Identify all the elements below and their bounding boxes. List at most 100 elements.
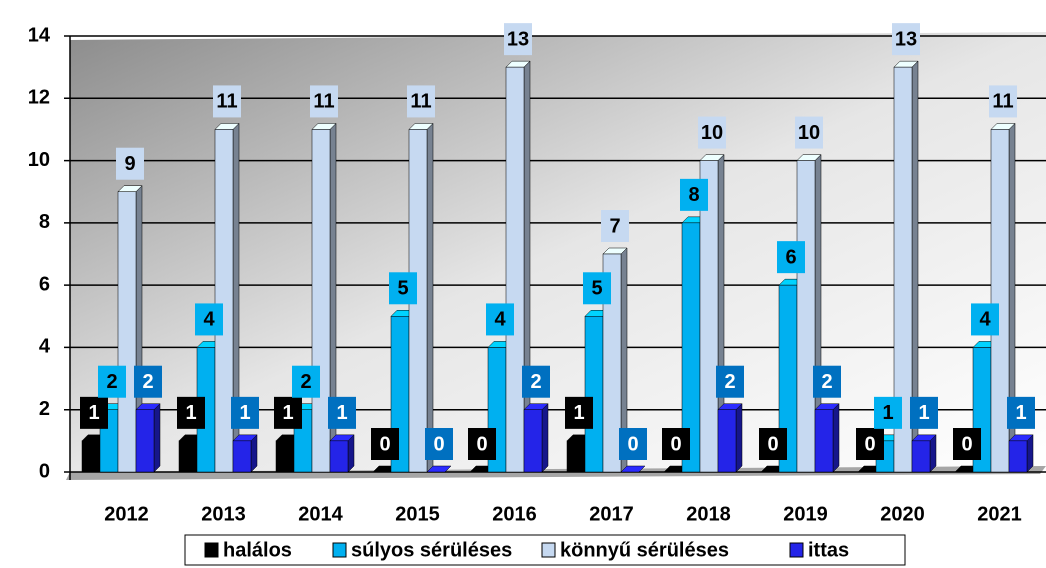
data-label: 8	[688, 184, 699, 206]
data-label: 1	[88, 402, 99, 424]
data-label-box	[680, 178, 708, 211]
x-tick-label: 2013	[201, 503, 246, 525]
data-label: 2	[724, 371, 735, 393]
bar-side	[735, 403, 743, 473]
bar	[178, 440, 198, 473]
bar	[117, 191, 137, 473]
bar	[135, 409, 155, 473]
data-label-box	[777, 241, 805, 274]
data-label: 0	[476, 433, 487, 455]
data-label: 5	[397, 278, 408, 300]
data-label: 2	[142, 371, 153, 393]
bar-side	[1026, 434, 1034, 473]
data-label-box	[80, 396, 108, 429]
data-label: 1	[282, 402, 293, 424]
data-label-box	[116, 147, 144, 180]
y-tick-label: 2	[39, 398, 50, 420]
data-label: 0	[767, 433, 778, 455]
bar-top	[620, 465, 646, 473]
data-label-box	[292, 365, 320, 398]
data-label-box	[795, 116, 823, 149]
y-tick-label: 12	[28, 87, 50, 109]
data-label-box	[468, 428, 496, 460]
bar-side	[347, 434, 355, 473]
data-label: 0	[670, 433, 681, 455]
legend-swatch	[541, 542, 556, 558]
bar-side	[153, 403, 161, 473]
data-label-box	[601, 210, 629, 242]
data-label-box	[310, 85, 338, 118]
data-label-box	[486, 303, 514, 336]
data-label: 0	[379, 433, 390, 455]
x-tick-label: 2021	[977, 503, 1022, 525]
bar	[699, 160, 719, 473]
data-label-box	[98, 365, 126, 398]
data-label-box	[195, 303, 223, 336]
data-label: 0	[433, 433, 444, 455]
bar	[523, 409, 543, 473]
x-tick-label: 2015	[395, 503, 440, 525]
x-tick-label: 2014	[298, 503, 343, 525]
bar	[81, 440, 101, 473]
y-tick-label: 14	[28, 24, 51, 46]
bar	[990, 129, 1010, 473]
data-label: 1	[918, 402, 929, 424]
bar	[717, 409, 737, 473]
data-label-box	[177, 396, 205, 429]
data-label: 13	[507, 28, 529, 50]
bar	[214, 129, 234, 473]
data-label-box	[583, 272, 611, 305]
data-label-box	[716, 365, 744, 398]
data-label-box	[213, 85, 241, 118]
data-label-box	[698, 116, 726, 149]
y-tick-label: 8	[39, 211, 50, 233]
data-label-box	[231, 396, 259, 429]
data-label-box	[813, 365, 841, 398]
legend-swatch	[204, 542, 219, 558]
bar	[602, 253, 622, 473]
legend-swatch	[332, 542, 347, 558]
bar	[796, 160, 816, 473]
data-label-box	[407, 85, 435, 118]
data-label: 9	[124, 153, 135, 175]
data-label: 10	[798, 122, 820, 144]
y-tick-label: 10	[28, 149, 50, 171]
data-label-box	[328, 396, 356, 429]
y-tick-label: 6	[39, 273, 50, 295]
data-label: 1	[1015, 402, 1026, 424]
bar	[232, 440, 252, 473]
data-label-box	[425, 428, 453, 460]
data-label-box	[874, 396, 902, 429]
data-label: 2	[300, 371, 311, 393]
bar	[893, 66, 913, 473]
data-label-box	[522, 365, 550, 398]
data-label: 0	[864, 433, 875, 455]
bar	[911, 440, 931, 473]
x-tick-label: 2020	[880, 503, 925, 525]
data-label: 11	[992, 91, 1013, 113]
y-tick-label: 0	[39, 460, 50, 482]
data-label: 13	[895, 28, 917, 50]
data-label-box	[504, 23, 532, 56]
data-label: 2	[530, 371, 541, 393]
legend-label: halálos	[223, 539, 292, 561]
bar-side	[541, 403, 549, 473]
data-label: 11	[216, 91, 237, 113]
legend-label: súlyos sérüléses	[351, 539, 512, 561]
legend-label: ittas	[808, 539, 849, 561]
data-label-box	[1007, 396, 1035, 429]
data-label: 2	[821, 371, 832, 393]
bar	[566, 440, 586, 473]
data-label: 0	[627, 433, 638, 455]
data-label-box	[371, 428, 399, 460]
data-label: 1	[185, 402, 196, 424]
data-label: 11	[410, 91, 431, 113]
data-label-box	[565, 396, 593, 429]
bar	[275, 440, 295, 473]
x-tick-label: 2017	[589, 503, 634, 525]
data-label: 4	[203, 309, 215, 331]
data-label: 6	[785, 246, 796, 268]
data-label-box	[856, 428, 884, 460]
data-label: 10	[701, 122, 723, 144]
